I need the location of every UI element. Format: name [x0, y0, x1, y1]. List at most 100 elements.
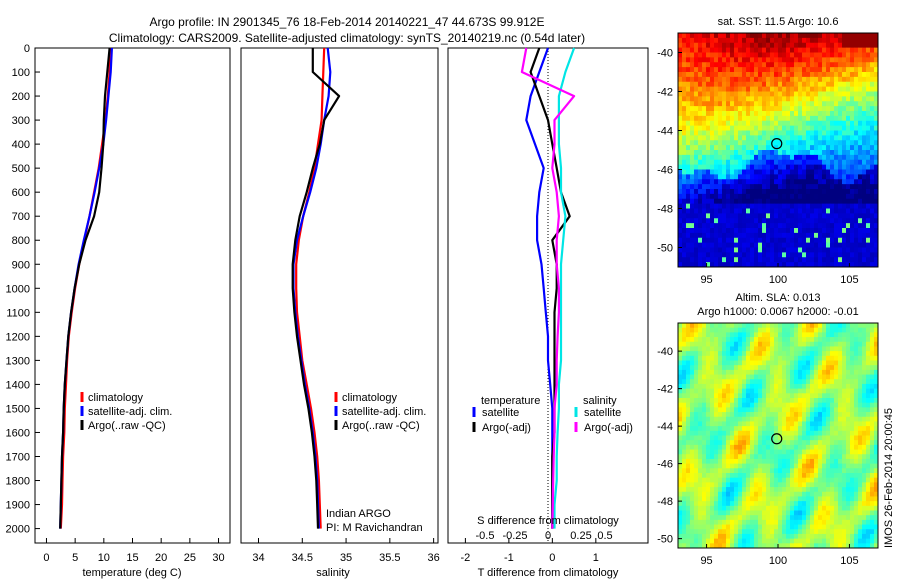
heatmap-cell	[802, 120, 807, 127]
heatmap-cell	[738, 164, 743, 170]
heatmap-cell	[822, 203, 827, 209]
heatmap-cell	[734, 130, 739, 136]
heatmap-cell	[782, 120, 787, 127]
heatmap-cell	[770, 111, 775, 117]
heatmap-cell	[690, 257, 695, 263]
heatmap-cell	[702, 52, 707, 58]
heatmap-cell	[838, 262, 843, 268]
heatmap-cell	[794, 379, 799, 385]
heatmap-cell	[718, 458, 723, 465]
heatmap-cell	[730, 91, 735, 97]
heatmap-cell	[742, 383, 747, 390]
heatmap-cell	[862, 365, 867, 371]
heatmap-cell	[834, 72, 839, 78]
heatmap-cell	[842, 237, 847, 244]
heatmap-cell	[766, 454, 771, 460]
heatmap-cell	[782, 412, 787, 418]
heatmap-cell	[766, 416, 771, 422]
heatmap-cell	[786, 346, 791, 352]
heatmap-cell	[738, 332, 743, 338]
heatmap-cell	[834, 360, 839, 366]
heatmap-cell	[850, 169, 855, 175]
heatmap-cell	[842, 159, 847, 166]
heatmap-cell	[742, 81, 747, 88]
heatmap-cell	[730, 435, 735, 441]
heatmap-cell	[854, 468, 859, 474]
heatmap-cell	[722, 369, 727, 375]
heatmap-cell	[850, 218, 855, 224]
heatmap-cell	[854, 189, 859, 195]
heatmap-cell	[742, 440, 747, 446]
heatmap-cell	[786, 412, 791, 418]
heatmap-cell	[754, 369, 759, 375]
heatmap-cell	[846, 198, 851, 205]
heatmap-cell	[694, 402, 699, 408]
heatmap-cell	[754, 351, 759, 357]
heatmap-cell	[722, 374, 727, 380]
heatmap-cell	[786, 232, 791, 239]
heatmap-cell	[766, 179, 771, 185]
heatmap-cell	[786, 388, 791, 394]
heatmap-cell	[826, 496, 831, 502]
heatmap-cell	[698, 262, 703, 268]
heatmap-cell	[698, 510, 703, 516]
heatmap-cell	[798, 232, 803, 239]
heatmap-cell	[838, 421, 843, 427]
heatmap-cell	[742, 106, 747, 112]
heatmap-cell	[866, 351, 871, 357]
heatmap-cell	[690, 369, 695, 375]
heatmap-cell	[810, 72, 815, 78]
heatmap-cell	[698, 154, 703, 161]
heatmap-cell	[842, 501, 847, 507]
heatmap-cell	[706, 524, 711, 530]
heatmap-cell	[706, 426, 711, 432]
heatmap-cell	[774, 426, 779, 432]
heatmap-cell	[738, 145, 743, 151]
heatmap-cell	[774, 184, 779, 190]
heatmap-cell	[706, 416, 711, 422]
heatmap-cell	[742, 86, 747, 92]
heatmap-cell	[686, 487, 691, 493]
heatmap-cell	[690, 379, 695, 385]
heatmap-cell	[694, 327, 699, 333]
heatmap-cell	[682, 501, 687, 507]
heatmap-cell	[830, 223, 835, 229]
heatmap-cell	[822, 538, 827, 544]
heatmap-cell	[862, 247, 867, 253]
heatmap-cell	[838, 351, 843, 357]
heatmap-cell	[854, 458, 859, 465]
heatmap-cell	[814, 262, 819, 268]
heatmap-cell	[810, 52, 815, 58]
heatmap-cell	[826, 37, 831, 44]
heatmap-cell	[750, 440, 755, 446]
heatmap-cell	[758, 351, 763, 357]
heatmap-cell	[750, 115, 755, 122]
heatmap-cell	[762, 62, 767, 68]
heatmap-cell	[790, 454, 795, 460]
heatmap-cell	[702, 76, 707, 83]
heatmap-cell	[794, 416, 799, 422]
heatmap-cell	[714, 355, 719, 361]
heatmap-cell	[794, 213, 799, 219]
heatmap-cell	[718, 533, 723, 540]
heatmap-cell	[726, 150, 731, 156]
heatmap-cell	[742, 341, 747, 347]
heatmap-cell	[854, 473, 859, 479]
heatmap-cell	[870, 533, 875, 540]
heatmap-cell	[778, 426, 783, 432]
heatmap-cell	[866, 203, 871, 209]
heatmap-cell	[814, 257, 819, 263]
heatmap-cell	[746, 435, 751, 441]
heatmap-cell	[730, 538, 735, 544]
heatmap-cell	[786, 184, 791, 190]
heatmap-cell	[678, 533, 683, 540]
heatmap-cell	[786, 130, 791, 136]
heatmap-cell	[742, 468, 747, 474]
heatmap-cell	[794, 440, 799, 446]
heatmap-cell	[790, 62, 795, 68]
heatmap-cell	[730, 257, 735, 263]
heatmap-cell	[766, 33, 771, 39]
heatmap-cell	[726, 515, 731, 521]
heatmap-cell	[682, 351, 687, 357]
heatmap-cell	[790, 164, 795, 170]
